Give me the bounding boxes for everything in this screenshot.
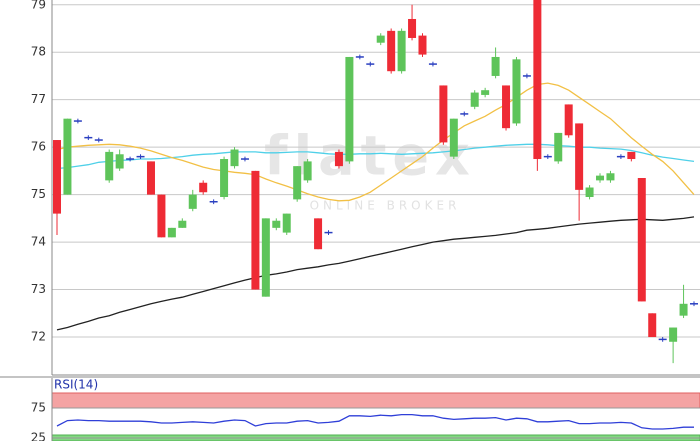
candle-body [481, 90, 490, 95]
candle-body [575, 123, 584, 190]
candle-body [167, 227, 176, 238]
candle-body [303, 161, 312, 181]
y-tick-label: 78 [31, 45, 46, 59]
y-tick-label: 25 [31, 431, 46, 441]
candle-body [199, 182, 208, 193]
moving-average-line [56, 82, 695, 202]
candle-body [564, 104, 573, 136]
candle-body [418, 35, 427, 55]
candle-body [554, 132, 563, 162]
candle-body [585, 187, 594, 197]
candle-body [502, 85, 511, 129]
candle-body [188, 194, 197, 209]
candle-body [282, 213, 291, 233]
candle-body [470, 92, 479, 107]
moving-average-line [56, 216, 695, 331]
candle-body [596, 175, 605, 181]
y-tick-label: 79 [31, 0, 46, 11]
candle-body [178, 220, 187, 228]
candle-body [449, 118, 458, 157]
candle-body [669, 327, 678, 342]
candle-body [314, 218, 323, 250]
candle-body [606, 173, 615, 181]
candle-body [53, 140, 61, 214]
candle-body [251, 170, 260, 290]
overbought-band [51, 392, 700, 409]
candle-body [387, 30, 396, 72]
candle-body [512, 59, 521, 124]
candle-body [345, 56, 354, 162]
candle-body [261, 218, 270, 297]
y-tick-label: 75 [31, 401, 46, 415]
candle-body [408, 18, 417, 38]
y-tick-label: 73 [31, 282, 46, 296]
candle-body [63, 118, 72, 195]
rsi-line [56, 413, 694, 430]
y-tick-label: 75 [31, 187, 46, 201]
candle-body [397, 30, 406, 72]
candle-body [272, 220, 281, 228]
candle-body [115, 154, 124, 169]
candle-body [105, 151, 114, 181]
candle-body [627, 151, 636, 160]
moving-average-line [56, 143, 695, 170]
candle-body [293, 166, 302, 200]
candle-body [491, 56, 500, 76]
candle-body [648, 313, 657, 338]
candle-body [376, 35, 385, 43]
candle-body [533, 0, 542, 160]
candle-body [637, 178, 646, 302]
candle-body [230, 149, 239, 167]
y-tick-label: 77 [31, 92, 46, 106]
candle-body [679, 303, 688, 316]
candle-body [157, 194, 166, 238]
panel-title: RSI(14) [54, 378, 98, 392]
y-tick-label: 74 [31, 235, 46, 249]
candle-body [146, 161, 155, 195]
y-tick-label: 76 [31, 140, 46, 154]
y-tick-label: 72 [31, 330, 46, 344]
candle-body [220, 159, 229, 197]
candle-body [334, 151, 343, 167]
candle-body [439, 85, 448, 143]
watermark-subtitle: ONLINE BROKER [310, 199, 461, 213]
